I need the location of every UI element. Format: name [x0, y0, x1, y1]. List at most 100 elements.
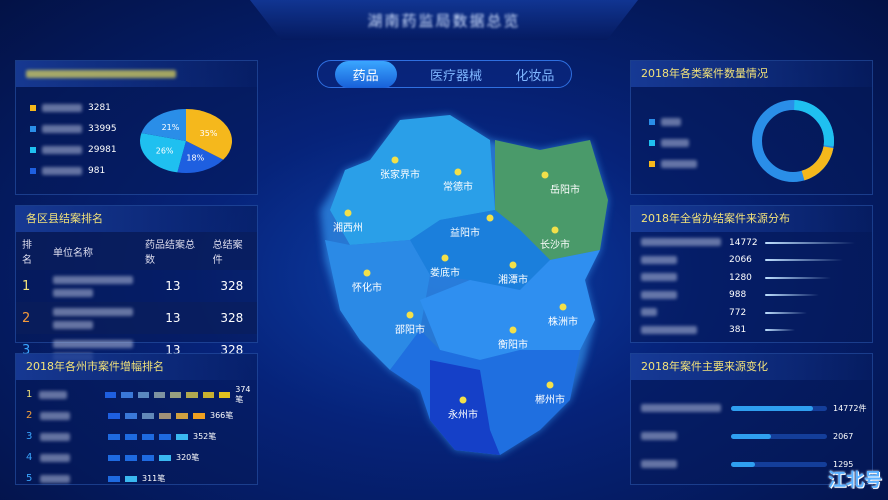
- growth-block: [193, 412, 205, 419]
- source-value: 1280: [729, 272, 752, 283]
- growth-block: [176, 412, 188, 419]
- watermark-logo: 江北号: [828, 470, 882, 491]
- progress-bar: [731, 405, 827, 411]
- city-marker[interactable]: [541, 171, 549, 179]
- blurred-label: [641, 255, 677, 264]
- blurred-label: [40, 453, 70, 462]
- growth-block: [176, 433, 188, 440]
- city-marker[interactable]: [454, 168, 462, 176]
- growth-row: 4 320笔: [26, 447, 257, 468]
- city-marker[interactable]: [559, 303, 567, 311]
- growth-block: [142, 454, 154, 461]
- panel-title-blurred: [16, 61, 257, 87]
- city-label: 衡阳市: [498, 338, 528, 351]
- city-label: 长沙市: [540, 238, 570, 251]
- legend-swatch: [30, 146, 36, 153]
- table-row[interactable]: 1 13 328: [16, 270, 257, 302]
- growth-block: [108, 412, 120, 419]
- growth-block: [159, 433, 171, 440]
- city-marker[interactable]: [391, 156, 399, 164]
- city-marker[interactable]: [441, 254, 449, 262]
- source-line: [765, 241, 855, 244]
- legend-value: 29981: [88, 144, 117, 155]
- pie-slice: [186, 109, 232, 160]
- city-marker[interactable]: [344, 209, 352, 217]
- legend-value: 981: [88, 165, 106, 176]
- city-label: 益阳市: [450, 226, 480, 239]
- blurred-label: [641, 325, 697, 334]
- source-value: 14772: [729, 237, 758, 248]
- city-marker[interactable]: [406, 311, 414, 319]
- source-value: 2066: [729, 255, 752, 266]
- legend-swatch: [30, 167, 36, 174]
- col-total: 总结案件: [206, 232, 257, 270]
- region-yiyang[interactable]: [410, 210, 550, 290]
- blurred-label: [641, 308, 657, 317]
- col-name: 单位名称: [47, 232, 140, 270]
- source-change-value: 2067: [833, 431, 854, 441]
- city-marker[interactable]: [546, 381, 554, 389]
- growth-row: 3 352笔: [26, 426, 257, 447]
- region-central[interactable]: [420, 250, 600, 360]
- category-tabs: 药品 医疗器械 化妆品: [317, 60, 572, 88]
- blurred-label: [641, 460, 677, 468]
- tab-drugs[interactable]: 药品: [334, 60, 397, 88]
- donut-segment-cyan: [752, 100, 834, 182]
- growth-ranking-panel: 2018年各州市案件增幅排名 1 374笔 2 366笔 3 352笔 4 320笔 5 311笔: [15, 353, 258, 485]
- progress-fill: [731, 433, 772, 439]
- drug-count: 13: [165, 279, 181, 293]
- source-line: [765, 311, 807, 314]
- growth-block: [108, 433, 120, 440]
- progress-bar: [731, 433, 827, 439]
- city-marker[interactable]: [363, 269, 371, 277]
- growth-value: 320笔: [176, 453, 200, 462]
- growth-block: [125, 475, 137, 482]
- panel-title: 各区县结案排名: [16, 206, 257, 232]
- tab-cosmetics[interactable]: 化妆品: [515, 68, 555, 84]
- growth-value: 352笔: [193, 432, 217, 441]
- source-change-row: 1295: [641, 450, 872, 478]
- pie-slice: [177, 141, 224, 173]
- region-yueyang[interactable]: [495, 140, 608, 260]
- blurred-label: [641, 432, 677, 440]
- source-value: 772: [729, 307, 747, 318]
- blurred-label: [40, 432, 70, 441]
- blurred-label: [42, 166, 82, 175]
- source-line: [765, 294, 819, 297]
- case-types-panel: 2018年各类案件数量情况: [630, 60, 873, 195]
- panel-title: 2018年各类案件数量情况: [631, 61, 872, 87]
- legend-item: [649, 132, 697, 153]
- source-change-row: 2067: [641, 422, 872, 450]
- source-change-value: 14772件: [833, 403, 867, 413]
- region-yongzhou[interactable]: [430, 360, 500, 455]
- city-marker[interactable]: [509, 326, 517, 334]
- city-marker[interactable]: [486, 214, 494, 222]
- growth-block: [125, 412, 137, 419]
- source-row: 14772: [641, 234, 872, 252]
- legend-item: 3281: [30, 97, 117, 118]
- city-marker[interactable]: [551, 226, 559, 234]
- legend-item: [649, 153, 697, 174]
- pie-slice-label: 21%: [162, 123, 180, 132]
- pie-slice-label: 18%: [186, 153, 204, 162]
- pie-slice-label: 26%: [156, 146, 174, 155]
- source-row: 1280: [641, 269, 872, 287]
- progress-fill: [731, 405, 813, 411]
- city-marker[interactable]: [509, 261, 517, 269]
- source-line: [765, 329, 795, 332]
- legend-item: 981: [30, 160, 117, 181]
- region-huaihua[interactable]: [325, 240, 430, 370]
- region-north-west[interactable]: [330, 115, 495, 245]
- growth-rank: 1: [26, 389, 33, 400]
- blurred-label: [42, 124, 82, 133]
- city-marker[interactable]: [459, 396, 467, 404]
- progress-fill: [731, 461, 755, 467]
- tab-medical-devices[interactable]: 医疗器械: [429, 68, 482, 84]
- rank-number: 3: [22, 342, 31, 358]
- table-row[interactable]: 2 13 328: [16, 302, 257, 334]
- city-label: 湘西州: [333, 221, 363, 234]
- growth-block: [142, 412, 154, 419]
- legend-swatch: [649, 118, 655, 125]
- legend-swatch: [30, 125, 36, 132]
- pie-panel: 3281 33995 29981 981 35% 18% 26% 21%: [15, 60, 258, 195]
